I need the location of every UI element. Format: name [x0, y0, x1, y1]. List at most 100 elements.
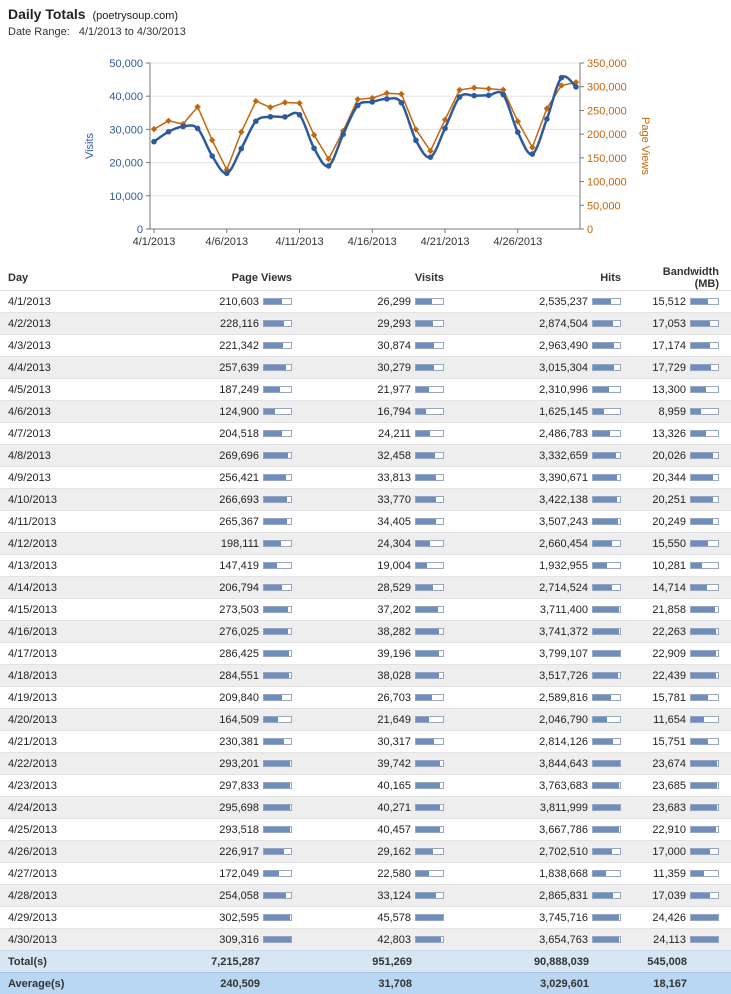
cell-bandwidth: 15,550 [633, 533, 731, 555]
cell-page-views-value: 309,316 [219, 934, 259, 946]
cell-day: 4/19/2013 [0, 687, 140, 709]
daily-totals-table: Day Page Views Visits Hits Bandwidth (MB… [0, 266, 731, 994]
mini-bar [592, 760, 621, 767]
mini-bar [263, 386, 292, 393]
cell-page-views-value: 147,419 [219, 560, 259, 572]
visits-point [384, 96, 390, 102]
cell-visits: 45,578 [304, 907, 456, 929]
mini-bar [263, 518, 292, 525]
cell-page-views-value: 226,917 [219, 846, 259, 858]
cell-hits-value: 2,046,790 [539, 714, 588, 726]
mini-bar [690, 430, 719, 437]
mini-bar-fill [593, 915, 619, 920]
page-views-series-line [154, 82, 576, 170]
daily-totals-chart: 010,00020,00030,00040,00050,000050,00010… [0, 45, 731, 250]
cell-hits: 2,702,510 [456, 841, 633, 863]
mini-bar-fill [264, 497, 287, 502]
cell-bandwidth-value: 8,959 [658, 406, 686, 418]
cell-bandwidth-value: 15,751 [652, 736, 686, 748]
cell-bandwidth-value: 23,683 [652, 802, 686, 814]
mini-bar-fill [264, 629, 288, 634]
mini-bar-fill [416, 453, 435, 458]
cell-page-views-value: 273,503 [219, 604, 259, 616]
mini-bar-fill [416, 475, 436, 480]
cell-page-views: 286,425 [140, 643, 304, 665]
mini-bar-fill [691, 761, 717, 766]
mini-bar [592, 562, 621, 569]
average-row-label: Average(s) [0, 973, 140, 994]
cell-page-views: 206,794 [140, 577, 304, 599]
col-header-day: Day [0, 266, 140, 291]
mini-bar-fill [264, 915, 290, 920]
cell-bandwidth: 14,714 [633, 577, 731, 599]
mini-bar-fill [416, 761, 440, 766]
cell-hits-value: 2,535,237 [539, 296, 588, 308]
cell-visits: 29,293 [304, 313, 456, 335]
mini-bar [690, 584, 719, 591]
cell-page-views-value: 172,049 [219, 868, 259, 880]
col-header-bandwidth: Bandwidth (MB) [633, 266, 731, 291]
mini-bar [592, 694, 621, 701]
mini-bar-fill [593, 519, 618, 524]
mini-bar [690, 782, 719, 789]
cell-bandwidth: 23,685 [633, 775, 731, 797]
cell-page-views: 124,900 [140, 401, 304, 423]
cell-day: 4/24/2013 [0, 797, 140, 819]
mini-bar [263, 540, 292, 547]
cell-page-views-value: 204,518 [219, 428, 259, 440]
cell-bandwidth-value: 10,281 [652, 560, 686, 572]
mini-bar-fill [264, 783, 290, 788]
visits-point [500, 92, 506, 98]
cell-page-views: 309,316 [140, 929, 304, 951]
page-views-point [165, 118, 171, 124]
mini-bar-fill [691, 475, 713, 480]
cell-day: 4/1/2013 [0, 291, 140, 313]
mini-bar [592, 298, 621, 305]
x-tick-label: 4/11/2013 [275, 236, 323, 248]
mini-bar-fill [416, 783, 440, 788]
mini-bar [263, 496, 292, 503]
cell-page-views-value: 286,425 [219, 648, 259, 660]
cell-bandwidth-value: 17,174 [652, 340, 686, 352]
mini-bar [415, 672, 444, 679]
mini-bar-fill [416, 343, 434, 348]
cell-bandwidth-value: 22,263 [652, 626, 686, 638]
mini-bar-fill [416, 629, 439, 634]
mini-bar-fill [593, 893, 613, 898]
cell-day: 4/3/2013 [0, 335, 140, 357]
report-title: Daily Totals (poetrysoup.com) [8, 6, 178, 22]
date-range-label: Date Range: [8, 26, 70, 38]
mini-bar [263, 738, 292, 745]
cell-hits: 3,763,683 [456, 775, 633, 797]
cell-hits: 3,507,243 [456, 511, 633, 533]
mini-bar [415, 804, 444, 811]
cell-bandwidth-value: 20,344 [652, 472, 686, 484]
mini-bar-fill [264, 761, 290, 766]
cell-page-views: 228,116 [140, 313, 304, 335]
cell-bandwidth: 17,053 [633, 313, 731, 335]
cell-visits-value: 24,211 [378, 428, 411, 440]
cell-bandwidth: 11,359 [633, 863, 731, 885]
mini-bar-fill [264, 805, 290, 810]
mini-bar-fill [264, 893, 286, 898]
mini-bar [690, 650, 719, 657]
mini-bar [263, 760, 292, 767]
visits-point [224, 170, 230, 176]
average-row-bandwidth: 18,167 [633, 973, 731, 994]
mini-bar-fill [416, 607, 438, 612]
mini-bar [690, 364, 719, 371]
mini-bar [690, 386, 719, 393]
mini-bar-fill [416, 937, 441, 942]
mini-bar-fill [264, 431, 282, 436]
cell-visits: 33,124 [304, 885, 456, 907]
visits-point [209, 153, 215, 159]
y-left-tick-label: 0 [137, 224, 143, 236]
mini-bar [690, 826, 719, 833]
cell-page-views: 293,518 [140, 819, 304, 841]
mini-bar [263, 804, 292, 811]
mini-bar-fill [691, 585, 707, 590]
mini-bar [690, 320, 719, 327]
